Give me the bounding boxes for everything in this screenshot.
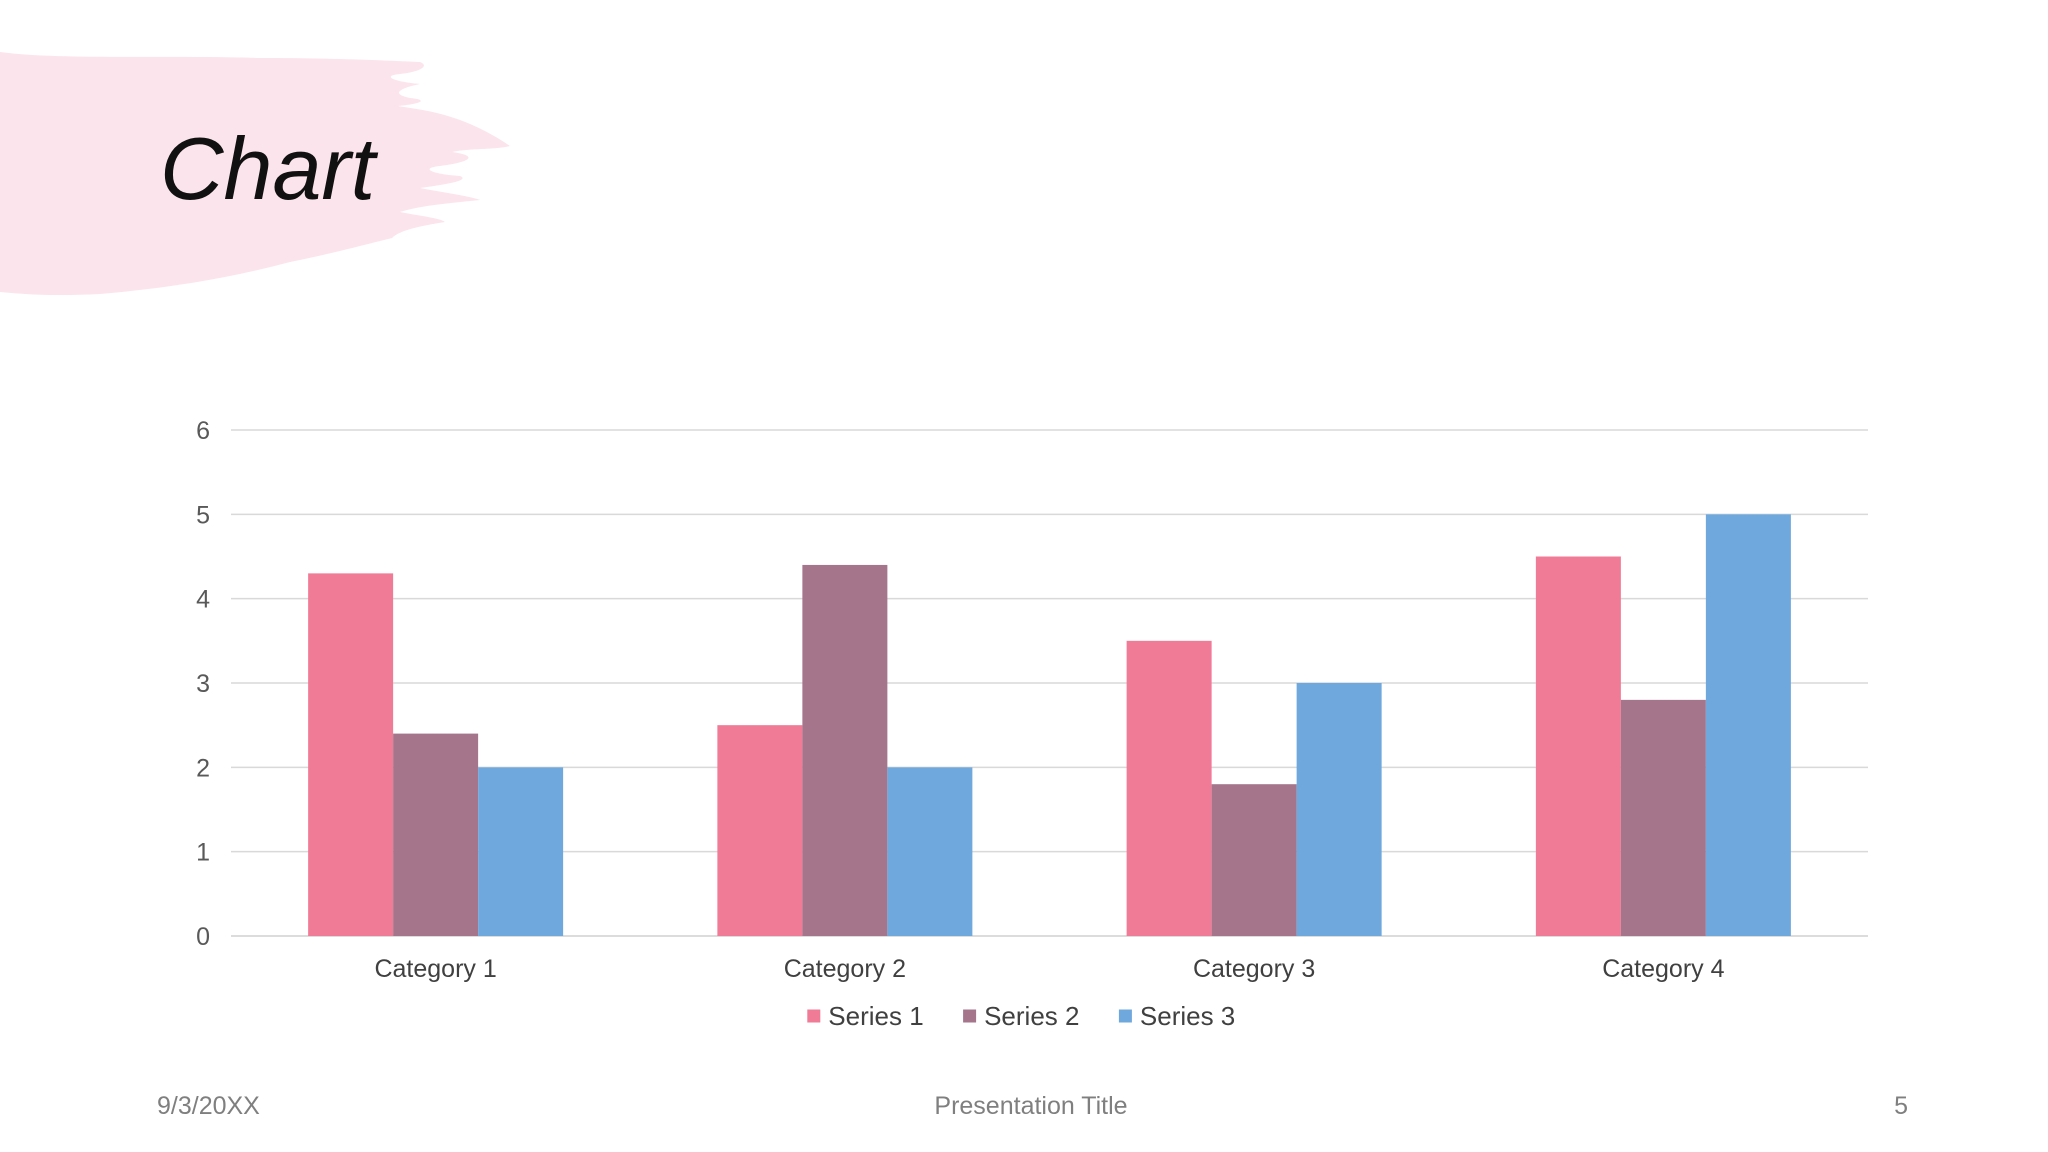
legend-swatch bbox=[963, 1009, 977, 1023]
bar bbox=[1535, 556, 1621, 936]
brush-shape bbox=[0, 52, 510, 296]
bar bbox=[478, 767, 564, 936]
y-axis-ticks: 0 1 2 3 4 5 6 bbox=[196, 417, 210, 951]
bar bbox=[1296, 683, 1382, 936]
y-tick-label: 5 bbox=[196, 501, 210, 529]
bar bbox=[1126, 640, 1212, 936]
legend-label: Series 1 bbox=[828, 1001, 923, 1031]
footer-presentation-title: Presentation Title bbox=[934, 1092, 1128, 1120]
bar bbox=[887, 767, 973, 936]
bar bbox=[1705, 514, 1791, 936]
legend-label: Series 3 bbox=[1140, 1001, 1235, 1031]
legend: Series 1 Series 2 Series 3 bbox=[807, 1001, 1235, 1031]
x-tick-label: Category 1 bbox=[374, 955, 496, 983]
x-axis-labels: Category 1 Category 2 Category 3 Category 4 bbox=[374, 955, 1724, 983]
y-tick-label: 4 bbox=[196, 586, 210, 614]
bar bbox=[717, 725, 803, 936]
y-tick-label: 1 bbox=[196, 839, 210, 867]
y-tick-label: 3 bbox=[196, 670, 210, 698]
legend-swatch bbox=[1118, 1009, 1132, 1023]
slide-title: Chart bbox=[160, 119, 376, 218]
x-tick-label: Category 2 bbox=[784, 955, 906, 983]
legend-swatch bbox=[807, 1009, 821, 1023]
footer-page-number: 5 bbox=[1894, 1092, 1908, 1120]
y-tick-label: 2 bbox=[196, 754, 210, 782]
x-tick-label: Category 3 bbox=[1193, 955, 1315, 983]
footer-date: 9/3/20XX bbox=[157, 1092, 260, 1120]
bars bbox=[308, 514, 1791, 936]
bar bbox=[1620, 699, 1706, 936]
x-tick-label: Category 4 bbox=[1602, 955, 1724, 983]
bar bbox=[802, 564, 888, 936]
y-tick-label: 0 bbox=[196, 923, 210, 951]
title-brush-stroke bbox=[0, 52, 510, 296]
bar bbox=[393, 733, 479, 936]
bar bbox=[308, 573, 394, 936]
y-tick-label: 6 bbox=[196, 417, 210, 445]
legend-label: Series 2 bbox=[984, 1001, 1079, 1031]
bar bbox=[1211, 784, 1297, 936]
